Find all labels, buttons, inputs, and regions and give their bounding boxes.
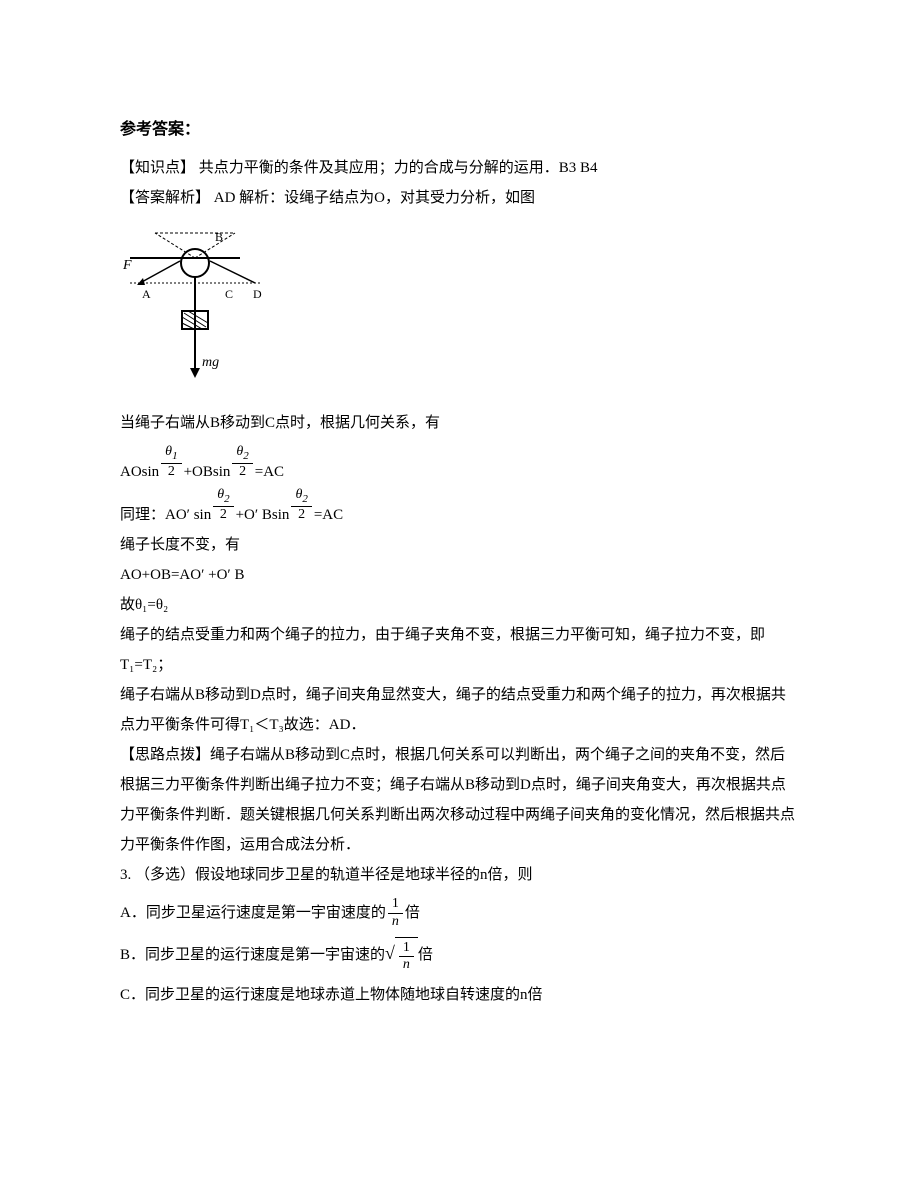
q3-stem: 3. （多选）假设地球同步卫星的轨道半径是地球半径的n倍，则	[120, 860, 800, 890]
eq2-frac2: θ2 2	[289, 487, 313, 524]
q3-option-C: C．同步卫星的运行速度是地球赤道上物体随地球自转速度的n倍	[120, 980, 800, 1010]
sub: 2	[224, 493, 230, 505]
eq1-frac1: θ1 2	[159, 444, 183, 481]
den: 2	[213, 507, 233, 524]
ans-text: AD 解析：设绳子结点为O，对其受力分析，如图	[210, 190, 535, 206]
equation-2: 同理：AO′ sin θ2 2 +O′ Bsin θ2 2 =AC	[120, 487, 800, 524]
hint-line: 【思路点拨】绳子右端从B移动到C点时，根据几何关系可以判断出，两个绳子之间的夹角…	[120, 740, 800, 860]
text-line-1: 当绳子右端从B移动到C点时，根据几何关系，有	[120, 408, 800, 438]
q3A-suffix: 倍	[405, 904, 420, 922]
q3B-frac: 1 n	[397, 940, 416, 975]
equation-1: AOsin θ1 2 +OBsin θ2 2 =AC	[120, 444, 800, 481]
den: n	[388, 914, 403, 931]
eq1-frac2: θ2 2	[230, 444, 254, 481]
num: 1	[388, 896, 403, 914]
ans-label: 【答案解析】	[120, 190, 210, 206]
eq1-suffix: =AC	[255, 463, 284, 481]
force-diagram: F A B C D mg	[120, 223, 800, 398]
kp-text: 共点力平衡的条件及其应用；力的合成与分解的运用．B3 B4	[195, 160, 598, 176]
q3B-prefix: B．同步卫星的运行速度是第一宇宙速的	[120, 946, 385, 964]
label-C: C	[225, 287, 233, 301]
label-D: D	[253, 287, 262, 301]
sub: 1	[172, 450, 178, 462]
q3A-frac: 1 n	[386, 896, 405, 931]
den: 2	[232, 464, 252, 481]
knowledge-point-line: 【知识点】 共点力平衡的条件及其应用；力的合成与分解的运用．B3 B4	[120, 153, 800, 183]
den: 2	[291, 507, 311, 524]
eq2-prefix: 同理：AO′ sin	[120, 506, 211, 524]
eq1-prefix: AOsin	[120, 463, 159, 481]
den: n	[399, 957, 414, 974]
sqrt-icon: √ 1 n	[385, 937, 418, 975]
label-A: A	[142, 287, 151, 301]
label-F: F	[122, 258, 132, 273]
num: 1	[399, 940, 414, 958]
text-line-2: 绳子长度不变，有	[120, 530, 800, 560]
text-line-3: AO+OB=AO′ +O′ B	[120, 560, 800, 590]
answer-key-title: 参考答案：	[120, 115, 800, 145]
q3A-prefix: A．同步卫星运行速度是第一宇宙速度的	[120, 904, 386, 922]
text-line-4: 故θ₁=θ₂	[120, 590, 800, 620]
hint-text: 绳子右端从B移动到C点时，根据几何关系可以判断出，两个绳子之间的夹角不变，然后根…	[120, 747, 795, 853]
den: 2	[161, 464, 181, 481]
text-line-5: 绳子的结点受重力和两个绳子的拉力，由于绳子夹角不变，根据三力平衡可知，绳子拉力不…	[120, 620, 800, 680]
hint-label: 【思路点拨】	[120, 747, 210, 763]
sub: 2	[302, 493, 308, 505]
text-line-6: 绳子右端从B移动到D点时，绳子间夹角显然变大，绳子的结点受重力和两个绳子的拉力，…	[120, 680, 800, 740]
eq2-mid: +O′ Bsin	[236, 506, 290, 524]
q3-option-A: A．同步卫星运行速度是第一宇宙速度的 1 n 倍	[120, 896, 800, 931]
q3-option-B: B．同步卫星的运行速度是第一宇宙速的 √ 1 n 倍	[120, 937, 800, 975]
label-mg: mg	[202, 355, 219, 370]
sub: 2	[243, 450, 249, 462]
q3B-suffix: 倍	[418, 946, 433, 964]
eq2-suffix: =AC	[314, 506, 343, 524]
eq1-mid: +OBsin	[184, 463, 231, 481]
eq2-frac1: θ2 2	[211, 487, 235, 524]
label-B: B	[215, 230, 223, 244]
kp-label: 【知识点】	[120, 160, 195, 176]
answer-analysis-line: 【答案解析】 AD 解析：设绳子结点为O，对其受力分析，如图	[120, 183, 800, 213]
